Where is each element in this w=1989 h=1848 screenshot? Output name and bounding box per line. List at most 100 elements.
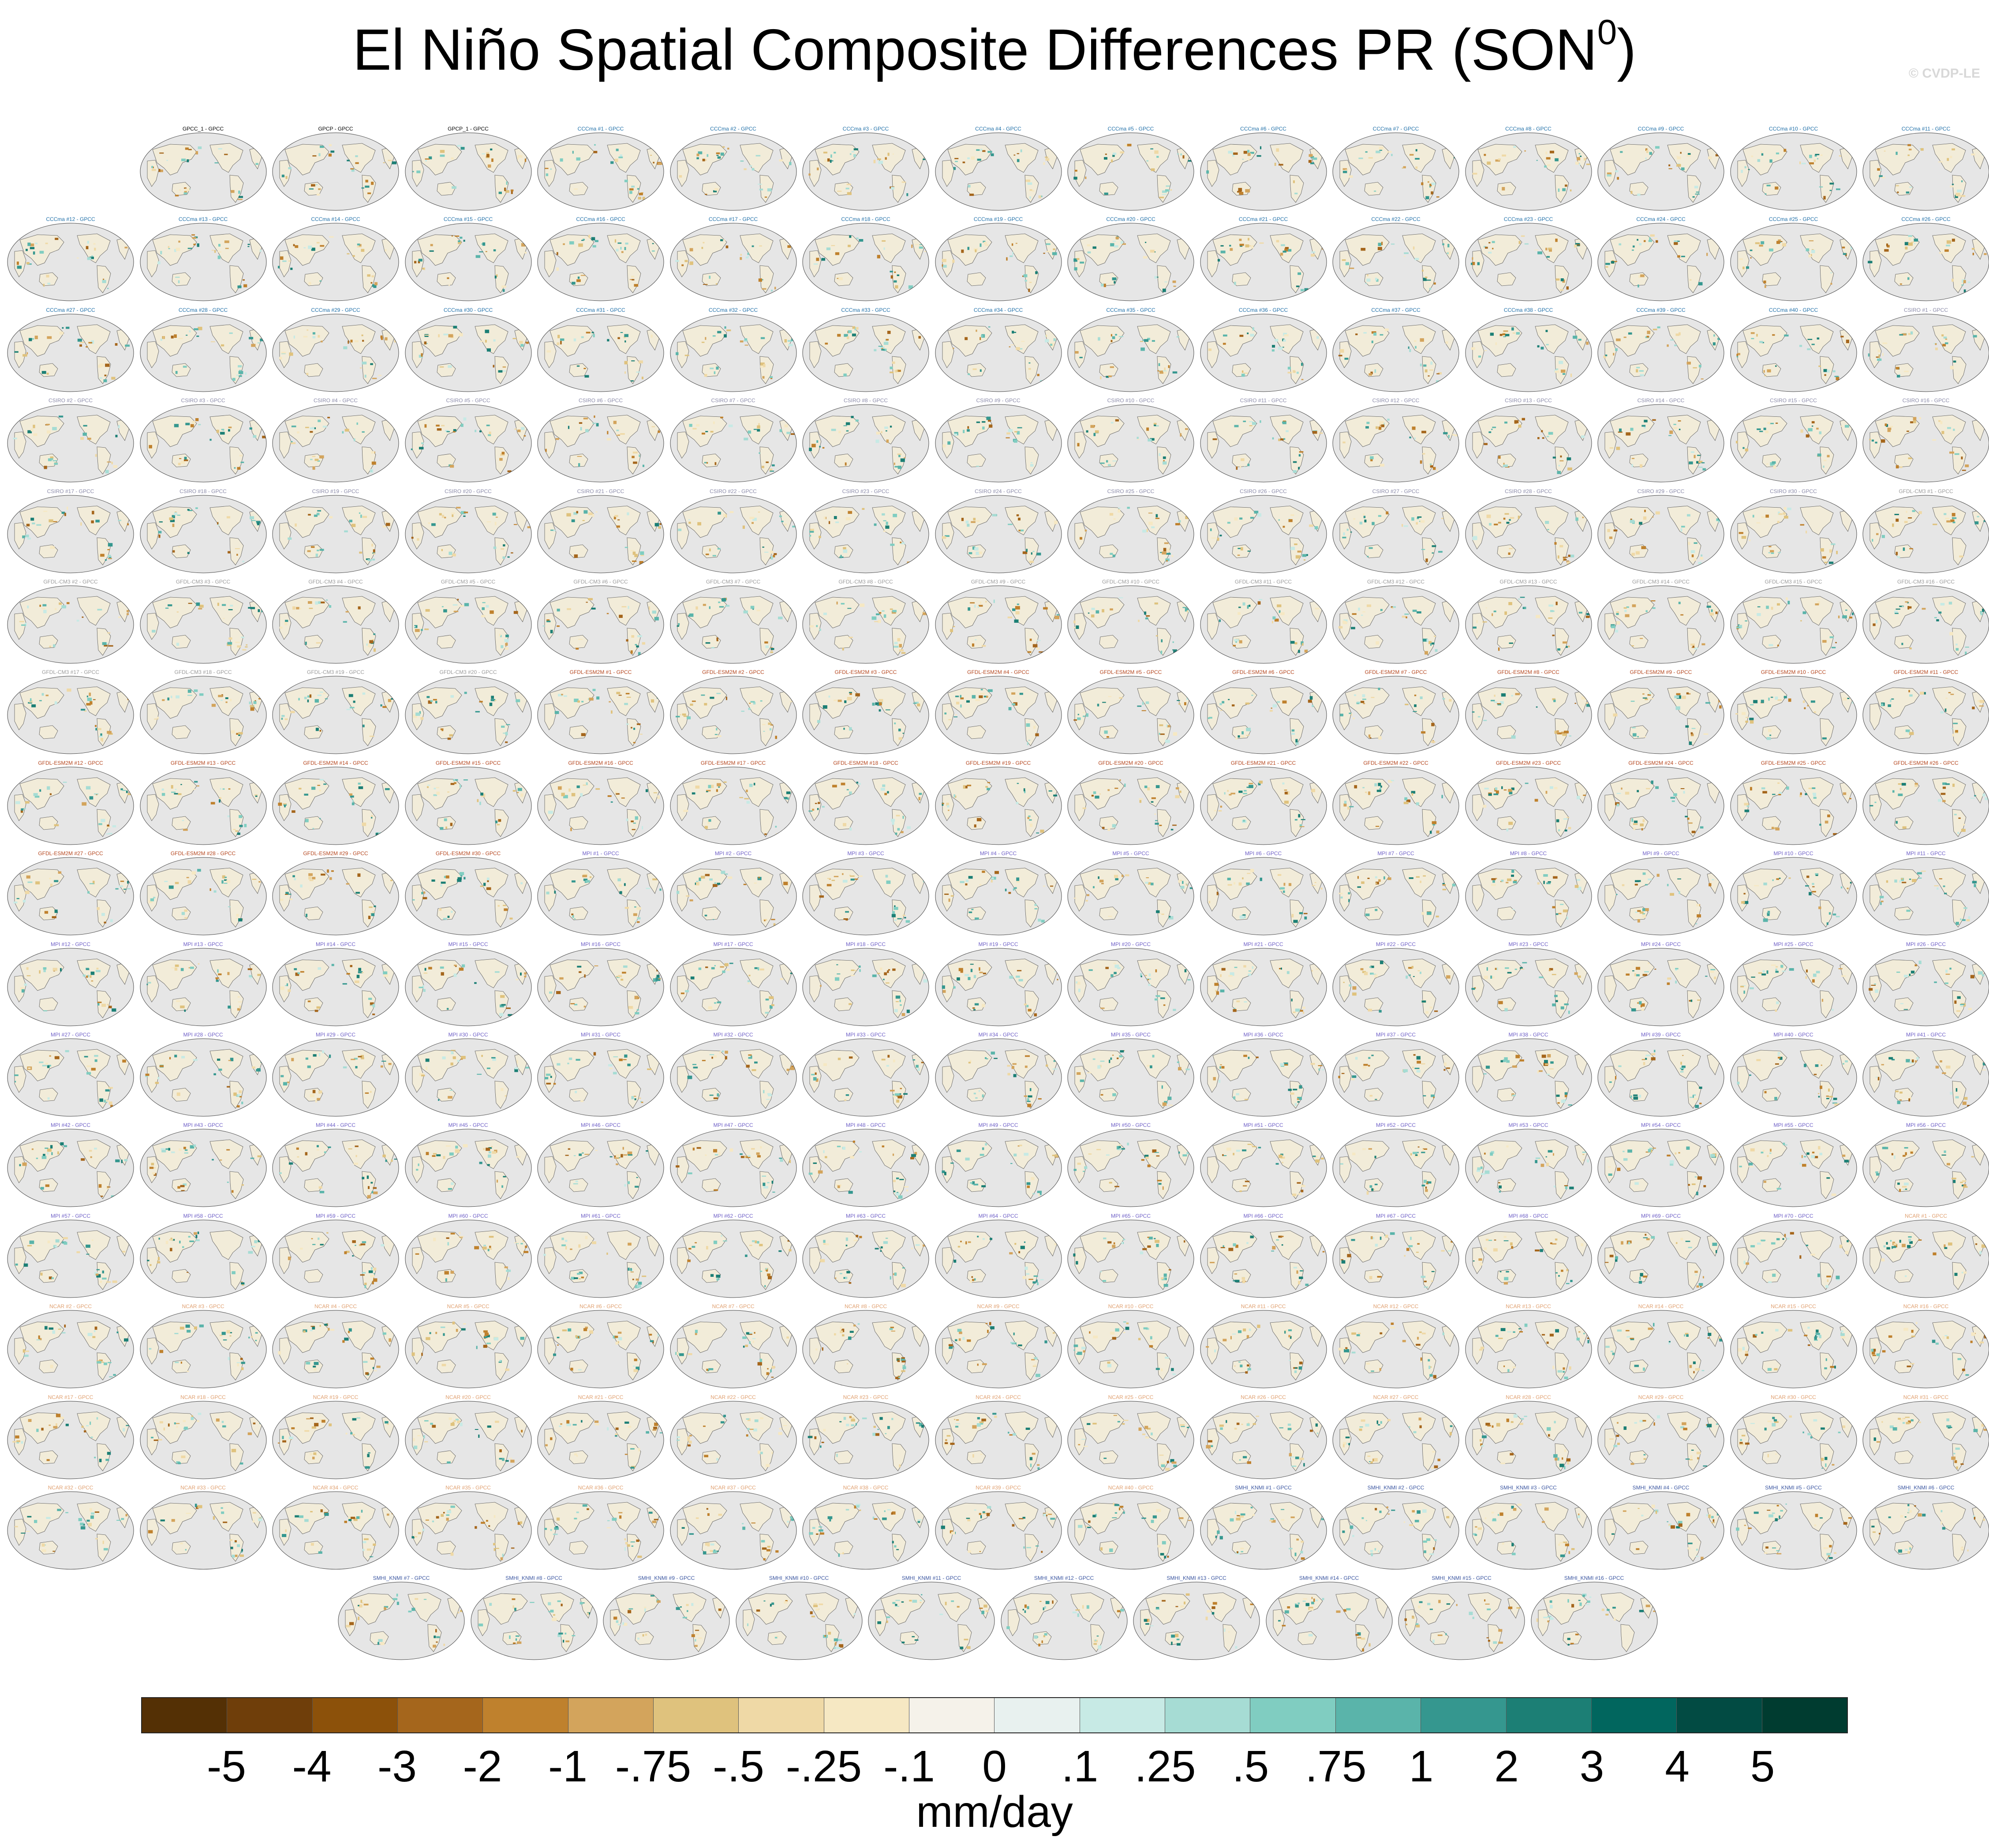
map-panel: CCCma #7 - GPCC bbox=[1332, 126, 1460, 214]
map-anomaly-cell bbox=[1905, 601, 1909, 603]
map-continent bbox=[947, 778, 992, 810]
map-anomaly-cell bbox=[1084, 529, 1087, 531]
map-panel-title: CSIRO #19 - GPCC bbox=[312, 488, 359, 494]
map-anomaly-cell bbox=[1168, 916, 1174, 920]
map-anomaly-cell bbox=[1756, 428, 1761, 430]
map-anomaly-cell bbox=[1575, 161, 1579, 165]
map-anomaly-cell bbox=[1491, 613, 1493, 616]
map-anomaly-cell bbox=[363, 725, 365, 728]
map-anomaly-cell bbox=[848, 511, 852, 514]
map-anomaly-cell bbox=[1493, 701, 1497, 703]
map-anomaly-cell bbox=[1620, 151, 1623, 153]
map-anomaly-cell bbox=[41, 608, 45, 610]
map-anomaly-cell bbox=[557, 334, 560, 338]
map-anomaly-cell bbox=[964, 786, 968, 789]
map-anomaly-cell bbox=[34, 795, 40, 798]
map-globe bbox=[802, 314, 929, 392]
map-globe bbox=[1067, 314, 1194, 392]
map-continent bbox=[77, 596, 111, 626]
map-globe bbox=[272, 767, 399, 845]
map-anomaly-cell bbox=[591, 334, 594, 336]
map-panel-title: MPI #1 - GPCC bbox=[582, 850, 619, 857]
map-anomaly-cell bbox=[1358, 607, 1360, 611]
map-anomaly-cell bbox=[375, 832, 378, 835]
map-anomaly-cell bbox=[479, 701, 483, 703]
map-anomaly-cell bbox=[1016, 881, 1020, 883]
map-anomaly-cell bbox=[209, 439, 212, 441]
map-continent bbox=[279, 522, 292, 550]
map-anomaly-cell bbox=[101, 913, 105, 916]
map-anomaly-cell bbox=[87, 891, 90, 894]
map-anomaly-cell bbox=[479, 251, 483, 253]
map-anomaly-cell bbox=[828, 696, 830, 698]
map-anomaly-cell bbox=[883, 520, 886, 521]
map-anomaly-cell bbox=[1073, 627, 1078, 628]
map-anomaly-cell bbox=[993, 599, 995, 603]
map-anomaly-cell bbox=[1413, 711, 1417, 712]
map-anomaly-cell bbox=[238, 734, 240, 736]
map-anomaly-cell bbox=[1785, 597, 1788, 600]
map-anomaly-cell bbox=[1651, 600, 1656, 602]
map-anomaly-cell bbox=[184, 188, 190, 191]
map-continent bbox=[209, 143, 243, 173]
map-anomaly-cell bbox=[1425, 196, 1429, 199]
map-anomaly-cell bbox=[1302, 554, 1306, 557]
map-continent bbox=[1894, 453, 1914, 468]
map-anomaly-cell bbox=[556, 267, 559, 271]
map-anomaly-cell bbox=[1836, 377, 1839, 380]
map-outline bbox=[140, 223, 266, 301]
map-anomaly-cell bbox=[97, 907, 100, 910]
map-anomaly-cell bbox=[1556, 730, 1559, 733]
map-anomaly-cell bbox=[987, 151, 992, 153]
map-anomaly-cell bbox=[1742, 266, 1745, 269]
map-panel: MPI #2 - GPCC bbox=[669, 850, 797, 939]
map-anomaly-cell bbox=[1247, 238, 1249, 241]
map-anomaly-cell bbox=[1952, 733, 1955, 737]
map-anomaly-cell bbox=[1438, 550, 1443, 553]
map-anomaly-cell bbox=[739, 797, 743, 798]
map-anomaly-cell bbox=[740, 340, 743, 343]
map-panel: CCCma #31 - GPCC bbox=[537, 307, 665, 395]
map-anomaly-cell bbox=[35, 881, 40, 885]
map-continent bbox=[342, 324, 376, 354]
map-anomaly-cell bbox=[1276, 604, 1281, 607]
map-anomaly-cell bbox=[1802, 700, 1805, 703]
map-anomaly-cell bbox=[1845, 610, 1847, 611]
map-anomaly-cell bbox=[1160, 733, 1165, 735]
map-anomaly-cell bbox=[1415, 346, 1417, 349]
map-ocean bbox=[1730, 133, 1857, 210]
map-outline bbox=[1465, 585, 1592, 664]
map-panel-title: GFDL-ESM2M #9 - GPCC bbox=[1630, 669, 1692, 676]
map-ocean bbox=[405, 133, 531, 210]
map-continent bbox=[209, 686, 243, 716]
map-anomaly-cell bbox=[1851, 612, 1854, 615]
map-anomaly-cell bbox=[700, 875, 705, 879]
map-panel: GFDL-CM3 #5 - GPCC bbox=[404, 579, 532, 667]
map-anomaly-cell bbox=[1101, 883, 1104, 884]
map-anomaly-cell bbox=[1772, 793, 1776, 795]
map-anomaly-cell bbox=[173, 334, 177, 338]
map-continent bbox=[1207, 703, 1219, 731]
map-anomaly-cell bbox=[95, 519, 100, 523]
map-anomaly-cell bbox=[1692, 196, 1695, 198]
map-anomaly-cell bbox=[1560, 278, 1564, 281]
map-continent bbox=[569, 544, 588, 558]
map-anomaly-cell bbox=[1768, 546, 1771, 547]
map-continent bbox=[1604, 341, 1617, 368]
map-globe bbox=[537, 404, 664, 483]
map-anomaly-cell bbox=[62, 327, 64, 329]
map-anomaly-cell bbox=[625, 243, 628, 245]
map-anomaly-cell bbox=[1713, 334, 1715, 337]
map-anomaly-cell bbox=[229, 332, 233, 334]
map-anomaly-cell bbox=[1763, 427, 1766, 430]
map-anomaly-cell bbox=[1029, 282, 1032, 283]
map-anomaly-cell bbox=[1509, 642, 1513, 644]
map-anomaly-cell bbox=[1965, 651, 1967, 655]
map-continent bbox=[1207, 613, 1219, 640]
map-anomaly-cell bbox=[636, 723, 641, 726]
map-anomaly-cell bbox=[725, 696, 727, 700]
map-panel: GFDL-ESM2M #14 - GPCC bbox=[272, 760, 400, 848]
map-anomaly-cell bbox=[450, 823, 452, 826]
map-outline bbox=[1465, 132, 1592, 211]
map-continent bbox=[739, 143, 773, 173]
